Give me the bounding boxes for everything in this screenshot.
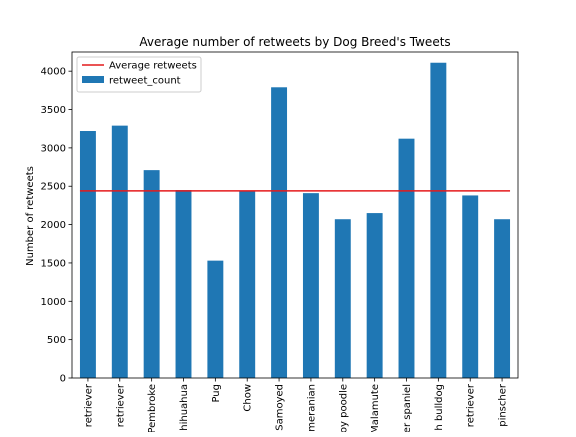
x-tick-label-6: Samoyed [275, 384, 286, 431]
legend: Average retweets retweet_count [77, 57, 201, 92]
bar-2 [144, 170, 160, 378]
bar-5 [239, 191, 255, 378]
y-tick-label-4: 2000 [41, 220, 66, 231]
x-tick-label-5: Chow [243, 384, 254, 412]
x-tick-label-12: retriever [466, 383, 477, 427]
bar-10 [399, 139, 415, 378]
y-tick-label-5: 2500 [41, 182, 66, 193]
y-tick-label-2: 1000 [41, 297, 66, 308]
axes-group [72, 52, 518, 378]
y-tick-label-1: 500 [47, 335, 66, 346]
x-tick-label-2: Pembroke [147, 384, 158, 432]
x-tick-label-7: omeranian [306, 384, 317, 432]
bar-9 [367, 213, 383, 378]
bar-3 [176, 190, 192, 378]
bar-7 [303, 193, 319, 378]
y-tick-label-7: 3500 [41, 105, 66, 116]
bar-13 [494, 219, 510, 378]
y-tick-label-0: 0 [60, 374, 66, 385]
x-ticks-group: retriever retriever Pembroke hihuahua Pug Cho… [83, 378, 508, 432]
x-tick-label-3: hihuahua [179, 384, 190, 431]
bar-6 [271, 87, 287, 378]
y-tick-label-8: 4000 [41, 67, 66, 78]
bar-12 [462, 195, 478, 378]
x-tick-label-1: retriever [115, 383, 126, 427]
chart-title: Average number of retweets by Dog Breed'… [139, 35, 450, 49]
bar-0 [80, 131, 96, 378]
y-axis-label: Number of retweets [25, 166, 36, 266]
y-tick-label-6: 3000 [41, 143, 66, 154]
x-tick-label-9: Malamute [370, 384, 381, 432]
x-tick-label-10: er spaniel [402, 384, 413, 432]
y-ticks-group: 0 500 1000 1500 2000 2500 3000 3500 4000 [41, 67, 72, 385]
bar-8 [335, 219, 351, 378]
y-tick-label-3: 1500 [41, 258, 66, 269]
legend-bar-swatch [82, 76, 104, 83]
x-tick-label-4: Pug [211, 384, 222, 403]
legend-retweet-count-label: retweet_count [109, 76, 181, 87]
bars-group [80, 63, 510, 378]
bar-4 [207, 261, 223, 378]
x-tick-label-0: retriever [83, 383, 94, 427]
plot-frame [72, 52, 518, 378]
x-tick-label-13: pinscher [498, 383, 509, 427]
x-tick-label-11: h bulldog [434, 384, 445, 431]
bar-11 [430, 63, 446, 378]
bar-1 [112, 126, 128, 378]
legend-average-label: Average retweets [109, 61, 197, 72]
x-tick-label-8: oy poodle [338, 384, 349, 432]
